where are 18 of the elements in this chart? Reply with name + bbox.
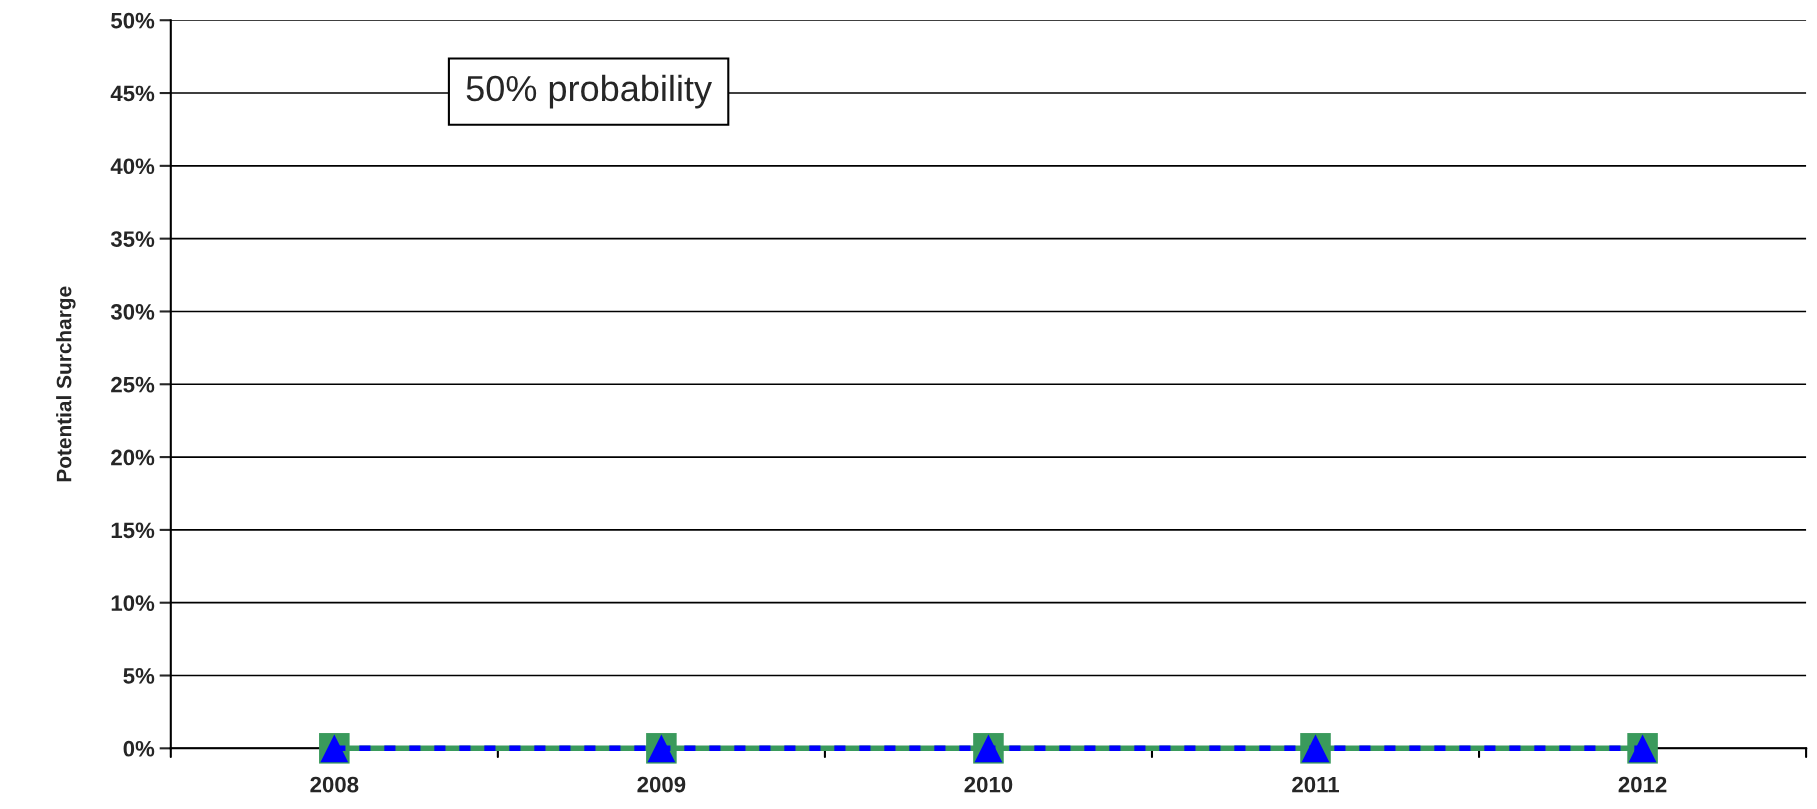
y-tick-label: 30% <box>110 304 155 320</box>
x-tick-label: 2011 <box>1292 776 1339 793</box>
x-tick-label: 2010 <box>964 776 1013 793</box>
y-tick-label: 35% <box>110 231 155 247</box>
annotation: 50% probability <box>466 74 712 109</box>
y-tick-label: 20% <box>111 449 155 466</box>
y-tick-label: 50% <box>111 12 155 29</box>
y-tick-label: 10% <box>111 595 155 611</box>
y-tick-label: 5% <box>123 668 155 684</box>
y-tick-label: 0% <box>123 740 155 757</box>
y-tick-label: 40% <box>110 158 155 175</box>
x-tick-label: 2012 <box>1618 776 1667 793</box>
x-tick-label: 2009 <box>637 776 686 793</box>
x-tick-label: 2008 <box>310 776 359 793</box>
y-tick-label: 45% <box>110 85 155 102</box>
y-tick-label: 15% <box>111 522 155 539</box>
y-axis-title: Potential Surcharge <box>56 286 76 482</box>
y-tick-label: 25% <box>111 376 155 393</box>
